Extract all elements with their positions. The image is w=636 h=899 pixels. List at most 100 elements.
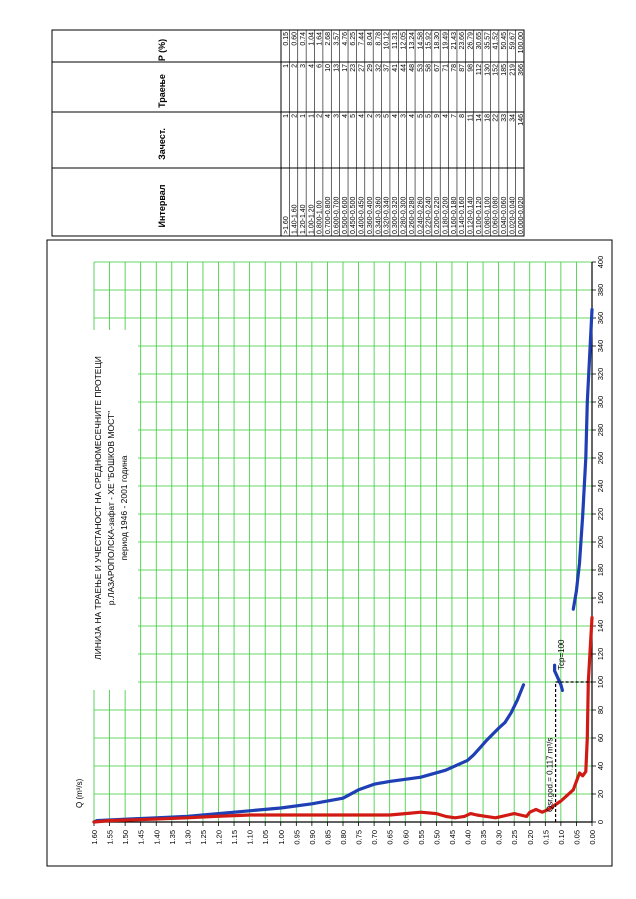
x-tick-label: 280 [596, 424, 605, 437]
y-tick-label: 0.30 [495, 830, 504, 845]
table-cell: 1.40-1.60 [292, 204, 299, 234]
table-cell: 5 [417, 114, 424, 118]
table-cell: 13 [333, 64, 340, 72]
table-cell: 0.500-0.600 [342, 197, 349, 234]
table-cell: 53 [417, 64, 424, 72]
table-cell: 23 [350, 64, 357, 72]
table-cell: 1 [308, 114, 315, 118]
table-cell: 6 [317, 64, 324, 68]
table-cell: 10.12 [384, 32, 391, 50]
series-line-0 [552, 663, 565, 693]
duration-table: Интервал Зачест. Траење P (%) >1.60 1 1 0.15 1.4… [0, 0, 636, 240]
table-cell: 3 [375, 114, 382, 118]
table-cell: 3 [300, 64, 307, 68]
table-cell: 22 [493, 114, 500, 122]
table-cell: 10 [325, 64, 332, 72]
table-cell: 35.57 [484, 32, 491, 50]
table-cell: 41 [392, 64, 399, 72]
table-cell: 8 [459, 114, 466, 118]
table-cell: 0.060-0.080 [493, 197, 500, 234]
series-line-0 [571, 308, 594, 611]
x-tick-label: 120 [596, 648, 605, 661]
x-tick-label: 400 [596, 256, 605, 269]
table-cell: 17 [342, 64, 349, 72]
x-tick-label: 320 [596, 368, 605, 381]
table-cell: 7.44 [359, 32, 366, 46]
table-cell: 0.200-0.220 [434, 197, 441, 234]
x-tick-label: 0 [596, 820, 605, 824]
x-tick-label: 180 [596, 564, 605, 577]
y-tick-label: 0.35 [479, 830, 488, 845]
table-cell: 12.05 [401, 32, 408, 50]
x-tick-label: 140 [596, 620, 605, 633]
table-cell: 1.20-1.40 [300, 204, 307, 234]
table-cell: 1 [283, 64, 290, 68]
table-cell: 8.04 [367, 32, 374, 46]
y-tick-label: 0.75 [355, 830, 364, 845]
table-header-3: P (%) [157, 39, 167, 61]
y-tick-label: 1.20 [215, 830, 224, 845]
table-cell: 0.600-0.700 [333, 197, 340, 234]
x-tick-label: 40 [596, 762, 605, 770]
table-cell: 33 [501, 114, 508, 122]
x-tick-label: 60 [596, 734, 605, 742]
table-cell: 0.240-0.260 [417, 197, 424, 234]
y-tick-label: 0.10 [557, 830, 566, 845]
x-tick-label: 240 [596, 480, 605, 493]
y-axis-label: Q (m³/s) [75, 778, 84, 808]
table-cell: 50.45 [501, 32, 508, 50]
table-cell: 100.00 [518, 32, 525, 54]
y-tick-label: 1.10 [246, 830, 255, 845]
table-cell: 5 [384, 114, 391, 118]
table-cell: 0.100-0.120 [476, 197, 483, 234]
table-cell: 5 [426, 114, 433, 118]
table-cell: 0.360-0.400 [367, 197, 374, 234]
table-cell: 26.79 [468, 32, 475, 50]
table-cell: 0.180-0.200 [442, 197, 449, 234]
table-cell: 14.58 [417, 32, 424, 50]
table-cell: 6.25 [350, 32, 357, 46]
table-cell: 4 [359, 114, 366, 118]
table-cell: 1 [283, 114, 290, 118]
table-cell: 0.700-0.800 [325, 197, 332, 234]
table-cell: 3 [333, 114, 340, 118]
table-cell: 185 [501, 64, 508, 76]
y-tick-label: 0.60 [401, 830, 410, 845]
table-cell: 366 [518, 64, 525, 76]
table-cell: 11.31 [392, 32, 399, 49]
title-box [86, 330, 138, 690]
table-cell: 0.300-0.320 [392, 197, 399, 234]
table-cell: 0.080-0.100 [484, 197, 491, 234]
y-tick-label: 0.00 [588, 830, 597, 845]
table-cell: 0.160-0.180 [451, 197, 458, 234]
y-tick-label: 1.50 [121, 830, 130, 845]
y-tick-label: 0.90 [308, 830, 317, 845]
y-tick-label: 0.55 [417, 830, 426, 845]
table-cell: 34 [509, 114, 516, 122]
table-cell: 0.000-0.020 [518, 197, 525, 234]
table-cell: 2.68 [325, 32, 332, 46]
table-cell: 112 [476, 64, 483, 75]
x-tick-label: 380 [596, 284, 605, 297]
table-cell: 0.260-0.280 [409, 197, 416, 234]
table-cell: 9 [434, 114, 441, 118]
table-cell: 30.65 [476, 32, 483, 50]
y-tick-label: 0.95 [292, 830, 301, 845]
y-tick-label: 1.60 [90, 830, 99, 845]
table-cell: 3.57 [333, 32, 340, 46]
table-cell: 4 [442, 114, 449, 118]
y-tick-label: 1.25 [199, 830, 208, 845]
annotation-tcp: Tcp=100 [557, 639, 566, 670]
y-tick-label: 0.25 [510, 830, 519, 845]
x-tick-label: 160 [596, 592, 605, 605]
y-tick-label: 1.55 [106, 830, 115, 845]
table-cell: 14 [476, 114, 483, 122]
table-cell: 0.340-0.360 [375, 197, 382, 234]
table-cell: 4 [392, 114, 399, 118]
table-cell: 2 [317, 114, 324, 118]
table-cell: 1 [300, 114, 307, 118]
table-cell: 0.800-1.00 [317, 200, 324, 234]
